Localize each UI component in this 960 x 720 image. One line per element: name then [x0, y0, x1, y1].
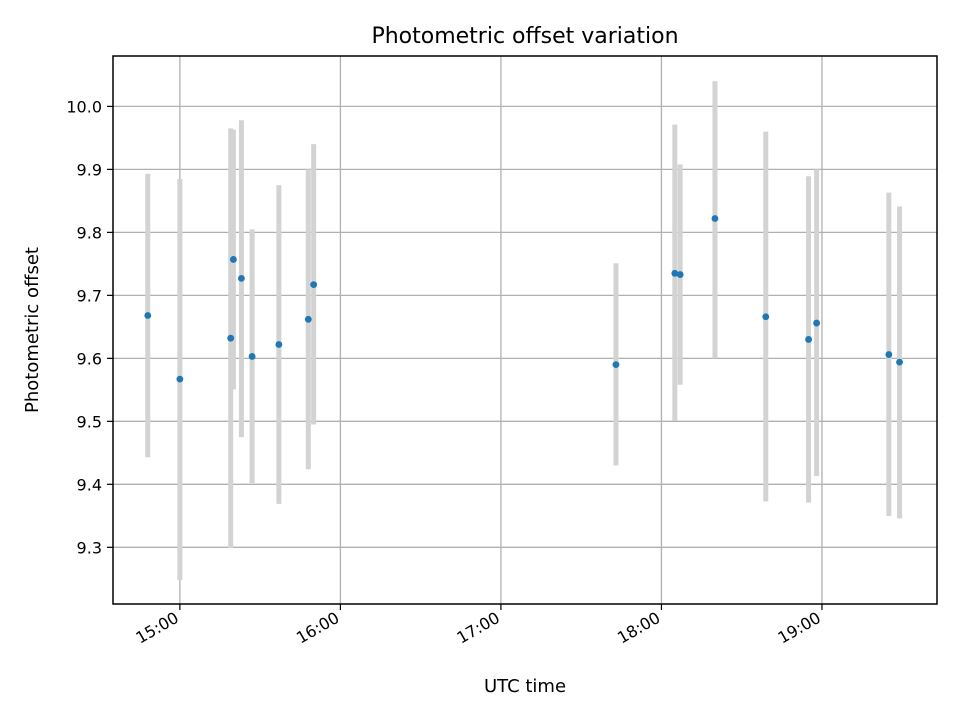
data-point [229, 256, 237, 263]
data-points [144, 215, 903, 383]
data-point [711, 215, 719, 222]
y-tick-label: 9.3 [77, 538, 102, 557]
y-tick-label: 9.8 [77, 223, 102, 242]
data-point [144, 312, 152, 319]
y-axis-label: Photometric offset [22, 247, 43, 413]
y-tick-label: 10.0 [66, 97, 102, 116]
y-tick-label: 9.5 [77, 412, 102, 431]
data-point [805, 336, 812, 343]
data-point [671, 269, 679, 277]
data-point [762, 313, 770, 321]
y-tick-label: 9.4 [77, 475, 102, 494]
data-point [310, 281, 318, 289]
data-point [896, 358, 903, 366]
data-point [304, 315, 312, 323]
data-point [227, 334, 235, 342]
data-point [176, 375, 184, 383]
y-tick-label: 9.7 [77, 286, 102, 305]
x-axis-label: UTC time [484, 676, 566, 697]
y-tick-label: 9.6 [77, 349, 102, 368]
data-point [275, 341, 283, 348]
data-point [813, 319, 821, 327]
plot-frame [112, 55, 938, 605]
data-point [612, 361, 620, 369]
data-point [238, 274, 245, 282]
y-tick-label: 9.9 [77, 160, 102, 179]
data-point [885, 351, 893, 358]
data-point [248, 353, 256, 360]
chart-title: Photometric offset variation [371, 24, 678, 49]
data-point [676, 271, 684, 278]
